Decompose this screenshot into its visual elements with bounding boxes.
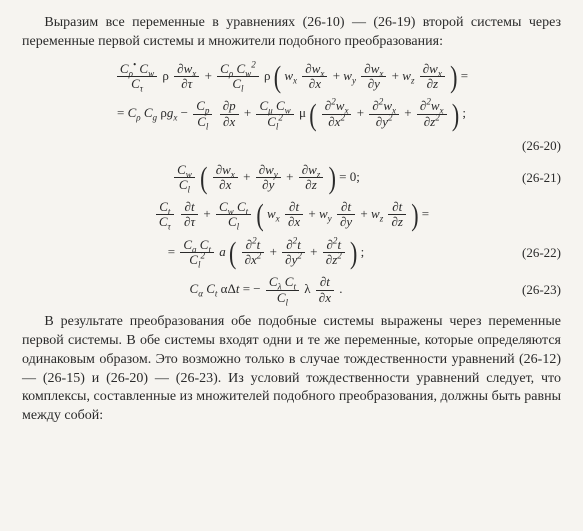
paragraph-intro: Выразим все переменные в уравнениях (26-… bbox=[22, 14, 561, 52]
equation-body: CwCl ( ∂wx∂x + ∂wy∂y + ∂wz∂z ) = 0; bbox=[22, 163, 510, 193]
equation-number: (26-23) bbox=[518, 281, 561, 299]
equation-body: CtCτ ∂t∂τ + Cw CtCl ( wx ∂t∂x + wy ∂t∂y … bbox=[22, 200, 561, 230]
equation-number: (26-22) bbox=[518, 244, 561, 262]
paragraph-result: В результате преобразования обе подобные… bbox=[22, 313, 561, 426]
equation-26-22-line1: CtCτ ∂t∂τ + Cw CtCl ( wx ∂t∂x + wy ∂t∂y … bbox=[22, 200, 561, 230]
equation-26-22-line2: = Ca CtCl2 a ( ∂2t∂x2 + ∂2t∂y2 + ∂2t∂z2 … bbox=[22, 238, 561, 268]
equation-number: (26-20) bbox=[518, 137, 561, 155]
equation-26-20-line2: = Cρ Cg ρgx − CpCl ∂p∂x + Cμ CwCl2 μ ( ∂… bbox=[22, 99, 561, 129]
equation-body: = Cρ Cg ρgx − CpCl ∂p∂x + Cμ CwCl2 μ ( ∂… bbox=[22, 99, 561, 129]
equation-body: = Ca CtCl2 a ( ∂2t∂x2 + ∂2t∂y2 + ∂2t∂z2 … bbox=[22, 238, 510, 268]
equation-26-21: CwCl ( ∂wx∂x + ∂wy∂y + ∂wz∂z ) = 0; (26-… bbox=[22, 163, 561, 193]
equation-26-20-line1: Cρ• CwCτ ρ ∂wx∂τ + Cρ Cw2Cl ρ ( wx ∂wx∂x… bbox=[22, 62, 561, 92]
equation-26-23: Cα Ct αΔt = − Cλ CtCl λ ∂t∂x . (26-23) bbox=[22, 275, 561, 305]
equation-body: Cρ• CwCτ ρ ∂wx∂τ + Cρ Cw2Cl ρ ( wx ∂wx∂x… bbox=[22, 62, 561, 92]
equation-number: (26-21) bbox=[518, 169, 561, 187]
equation-body: Cα Ct αΔt = − Cλ CtCl λ ∂t∂x . bbox=[22, 275, 510, 305]
equation-26-20-number-row: (26-20) bbox=[22, 137, 561, 155]
